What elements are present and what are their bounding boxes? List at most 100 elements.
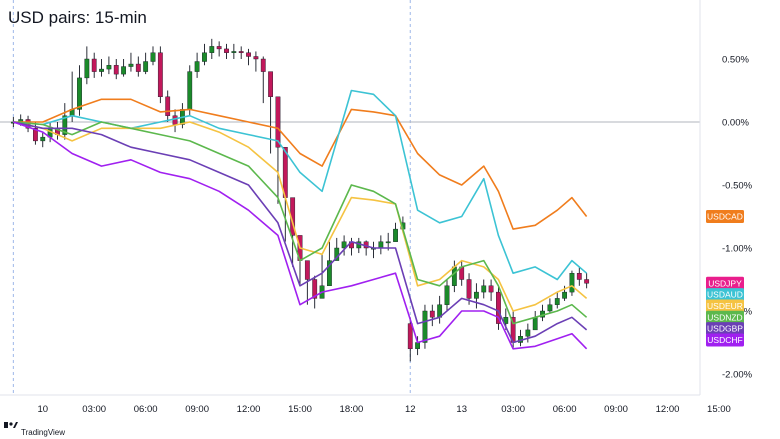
candle-body [135, 63, 141, 72]
tv-logo-slash-icon [13, 422, 18, 428]
candle-body [525, 329, 531, 337]
tag-label: USDJPY [708, 278, 742, 288]
tag-background [706, 333, 744, 347]
candle-body [466, 279, 472, 299]
candle-body [496, 291, 501, 324]
candle-body [106, 65, 112, 70]
tag-usdjpy[interactable]: USDJPY [706, 276, 744, 290]
candle-body [481, 285, 487, 293]
candle-body [224, 48, 229, 53]
chart-title: USD pairs: 15-min [8, 8, 147, 27]
tag-background [706, 310, 744, 324]
tag-background [706, 288, 744, 302]
candle-body [444, 285, 450, 305]
tag-usdgbp[interactable]: USDGBP [706, 322, 744, 336]
line-series-group [13, 89, 588, 350]
tag-background [706, 299, 744, 313]
y-tick-label: 0.00% [722, 118, 749, 129]
candle-body [157, 52, 163, 97]
chart-grid [0, 0, 700, 395]
x-axis-ticks: 10 03:00 06:00 09:00 12:00 15:00 18:00 12 13 03:0… [37, 404, 730, 415]
candle-body [202, 52, 207, 62]
candle-body [231, 51, 237, 53]
candle-body [562, 291, 568, 299]
x-tick-label: 13 [456, 404, 467, 415]
tag-label: USDGBP [707, 324, 743, 334]
candle-body [187, 71, 193, 110]
candle-body [532, 317, 538, 331]
candle-body [77, 77, 82, 110]
candle-body [576, 273, 582, 280]
candle-body [143, 61, 149, 72]
candle-body [91, 58, 97, 72]
candle-body [62, 115, 68, 135]
candle-body [121, 66, 127, 75]
tag-background [706, 276, 744, 290]
tv-logo-mark-icon [4, 422, 8, 428]
candle-body [584, 279, 590, 284]
x-tick-label: 12:00 [237, 404, 261, 415]
candle-body [33, 128, 38, 142]
candle-body [547, 304, 553, 312]
x-tick-label: 12:00 [656, 404, 680, 415]
tag-usdchf[interactable]: USDCHF [706, 333, 744, 347]
series-line-usdgbp [13, 121, 588, 344]
candle-body [415, 342, 420, 350]
candle-body [429, 310, 435, 318]
x-tick-label: 18:00 [340, 404, 364, 415]
tag-background [706, 210, 744, 223]
candle-body [84, 58, 90, 79]
x-tick-label: 09:00 [604, 404, 628, 415]
series-line-usdnzd [13, 121, 588, 325]
tv-logo-dot-icon [9, 422, 13, 426]
candle-body [312, 279, 318, 299]
candle-body [172, 115, 178, 125]
tag-label: USDNZD [707, 312, 742, 322]
candle-body [554, 298, 560, 305]
tag-usdcad[interactable]: USDCAD [706, 210, 744, 223]
y-tick-label: -2.00% [722, 370, 753, 381]
candle-body [238, 51, 244, 53]
candle-body [260, 58, 266, 72]
x-tick-label: 10 [37, 404, 48, 415]
candle-body [99, 68, 104, 72]
tag-label: USDEUR [707, 301, 743, 311]
series-line-usdcad [13, 98, 588, 230]
candle-body [253, 56, 259, 60]
candle-body [165, 96, 171, 116]
tag-usdnzd[interactable]: USDNZD [706, 310, 744, 324]
candle-body [194, 61, 200, 72]
candle-series-usdjpy [10, 38, 590, 362]
tag-usdaud[interactable]: USDAUD [706, 288, 744, 302]
candle-body [113, 65, 119, 75]
candle-body [378, 241, 384, 249]
candle-body [128, 63, 134, 67]
candle-body [474, 291, 479, 299]
candle-body [327, 260, 332, 287]
candle-body [451, 266, 457, 286]
candle-body [304, 260, 310, 280]
x-tick-label: 06:00 [134, 404, 158, 415]
candle-body [569, 273, 575, 293]
candle-body [268, 71, 273, 97]
x-tick-label: 03:00 [501, 404, 525, 415]
series-line-usdchf [13, 121, 588, 350]
tradingview-brand: TradingView [21, 428, 65, 437]
tag-label: USDCHF [707, 335, 742, 345]
x-tick-label: 15:00 [707, 404, 731, 415]
tag-label: USDCAD [707, 212, 743, 222]
candle-body [385, 241, 391, 244]
candle-body [422, 310, 428, 343]
y-tick-label: -1.00% [722, 244, 753, 255]
candle-body [275, 96, 281, 148]
x-tick-label: 06:00 [553, 404, 577, 415]
tradingview-logo [4, 422, 18, 428]
candle-body [40, 136, 46, 142]
tag-usdeur[interactable]: USDEUR [706, 299, 744, 313]
tag-background [706, 322, 744, 336]
tag-label: USDAUD [707, 290, 743, 300]
candle-body [341, 241, 347, 249]
